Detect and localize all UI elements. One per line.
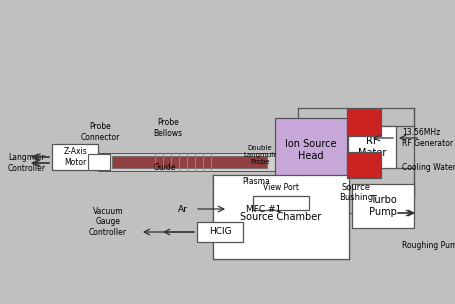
Text: Double
Langmuir
Probe: Double Langmuir Probe: [243, 145, 277, 165]
Bar: [213, 175, 349, 259]
Bar: [347, 152, 381, 178]
Text: Source
Bushing: Source Bushing: [339, 183, 373, 202]
Bar: [275, 118, 347, 182]
Text: Langmuir
Controller: Langmuir Controller: [8, 153, 46, 173]
Bar: [253, 196, 309, 210]
Bar: [88, 154, 110, 170]
Text: Roughing Pump: Roughing Pump: [402, 240, 455, 250]
Bar: [348, 126, 396, 168]
Bar: [197, 222, 243, 242]
Text: Turbo
Pump: Turbo Pump: [369, 195, 397, 217]
Text: View Port: View Port: [263, 183, 299, 192]
Bar: [347, 108, 381, 136]
Text: Guide: Guide: [154, 164, 176, 172]
Text: RF
Mater: RF Mater: [358, 136, 386, 158]
Text: Vacuum
Gauge
Controller: Vacuum Gauge Controller: [89, 207, 127, 237]
Text: Probe
Bellows: Probe Bellows: [153, 118, 182, 138]
Text: Probe
Connector: Probe Connector: [81, 122, 120, 142]
Bar: [352, 184, 414, 228]
Text: Source Chamber: Source Chamber: [240, 212, 322, 222]
Text: HCIG: HCIG: [209, 227, 231, 237]
Text: 13.56MHz
RF Generator: 13.56MHz RF Generator: [402, 128, 453, 148]
Bar: [52, 144, 98, 170]
Text: Ar: Ar: [178, 205, 188, 213]
Bar: [98, 153, 276, 171]
Bar: [112, 156, 267, 168]
Text: MFC #1: MFC #1: [246, 205, 282, 213]
Bar: [230, 198, 298, 220]
Text: Plasma: Plasma: [242, 178, 270, 186]
Text: Ion Source
Head: Ion Source Head: [285, 139, 337, 161]
Text: Cooling Water: Cooling Water: [402, 163, 455, 171]
Text: Z-Axis
Motor: Z-Axis Motor: [63, 147, 87, 167]
